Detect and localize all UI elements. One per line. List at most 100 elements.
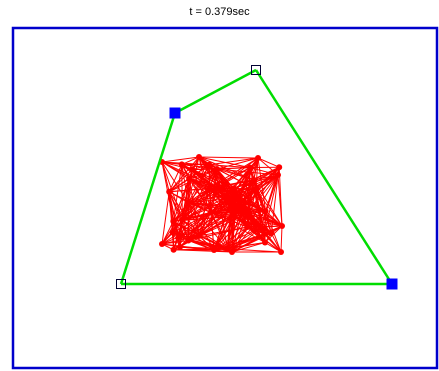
cluster-node [276, 164, 283, 171]
cluster-node [231, 213, 238, 220]
cluster-node [178, 161, 185, 168]
hull-edge [119, 112, 177, 285]
cluster-edge [192, 168, 218, 171]
cluster-edge [178, 235, 200, 238]
cluster-node [177, 244, 183, 250]
cluster-edge [178, 207, 234, 238]
cluster-node [275, 172, 281, 178]
cluster-edge [173, 248, 228, 251]
hull-edges [119, 68, 394, 286]
cluster-node [159, 241, 165, 247]
cluster-node [230, 185, 237, 192]
cluster-node [252, 186, 259, 193]
cluster-edge [172, 202, 189, 222]
cluster-edge [161, 161, 183, 221]
cluster-edge [199, 213, 248, 237]
hull-vertex-marker [116, 279, 126, 289]
cluster-node [207, 209, 214, 216]
cluster-edge [168, 164, 183, 193]
cluster-edge [168, 168, 218, 193]
cluster-node [230, 205, 236, 212]
cluster-edge [161, 161, 170, 192]
cluster-edge [257, 157, 280, 168]
cluster-edge [209, 157, 259, 166]
cluster-node [166, 188, 173, 195]
cluster-edge [210, 212, 235, 217]
hull-vertex-marker [251, 65, 261, 75]
cluster-edge [187, 187, 218, 204]
cluster-node [262, 239, 268, 246]
cluster-edge [227, 248, 282, 253]
cluster-edge [181, 156, 200, 165]
cluster-node [214, 166, 220, 172]
cluster-edge [178, 212, 212, 238]
cluster-node [239, 205, 246, 212]
cluster-edge [232, 207, 265, 235]
cluster-edge [263, 211, 267, 235]
cluster-nodes [159, 154, 285, 255]
hull-edge [254, 69, 394, 285]
cluster-edge [210, 212, 265, 235]
cluster-edge [187, 169, 193, 203]
cluster-edge [233, 179, 255, 217]
cluster-edge [208, 168, 218, 189]
cluster-node [186, 176, 193, 182]
cluster-node [185, 237, 192, 244]
cluster-edge [280, 225, 283, 253]
cluster-edge [216, 167, 251, 170]
cluster-edge [178, 215, 235, 238]
cluster-node [206, 161, 213, 168]
cluster-edge [264, 225, 283, 235]
cluster-node [244, 224, 251, 230]
cluster-edge [168, 191, 180, 237]
cluster-edge [230, 198, 266, 212]
cluster-node [189, 166, 196, 173]
cluster-edge [161, 156, 200, 163]
cluster-node [229, 249, 235, 255]
figure-title: t = 0.379sec [189, 6, 250, 18]
cluster-edge [191, 169, 234, 209]
cluster-edge [192, 169, 218, 189]
cluster-edge [270, 174, 279, 234]
cluster-edge [172, 164, 183, 222]
cluster-node [196, 232, 203, 239]
hull-vertex-marker [386, 278, 398, 290]
cluster-edge [231, 242, 266, 253]
cluster-node [196, 154, 202, 160]
hull-edge [174, 68, 257, 115]
cluster-edge [168, 156, 200, 193]
cluster-edge [216, 157, 259, 170]
cluster-edge [216, 168, 254, 181]
cluster-node [185, 199, 192, 206]
cluster-node [170, 246, 177, 253]
cluster-edge [161, 191, 170, 245]
cluster-edge [263, 174, 279, 235]
cluster-edge [209, 164, 251, 169]
cluster-edge [216, 187, 235, 217]
cluster-node [278, 249, 284, 255]
cluster-node [170, 218, 177, 225]
cluster-edge [199, 226, 248, 237]
cluster-edge [227, 242, 266, 250]
cluster-node [247, 164, 254, 171]
cluster-node [250, 176, 257, 183]
plot-frame [11, 26, 439, 370]
cluster-edge [168, 191, 183, 221]
cluster-edge [257, 157, 267, 212]
cluster-edge [208, 167, 251, 189]
cluster-node [268, 230, 275, 237]
cluster-edge [199, 215, 235, 237]
cluster-node [224, 245, 231, 252]
cluster-node [206, 185, 213, 192]
cluster-node [214, 185, 221, 191]
hull-vertex-marker [169, 107, 181, 119]
cluster-node [262, 208, 269, 215]
cluster-edge [181, 219, 189, 241]
hull-vertices [116, 65, 398, 290]
cluster-edge [191, 169, 212, 213]
cluster-edge [247, 179, 255, 214]
cluster-edge [181, 163, 218, 170]
cluster-edge [187, 187, 210, 204]
cluster-edge [198, 156, 259, 159]
